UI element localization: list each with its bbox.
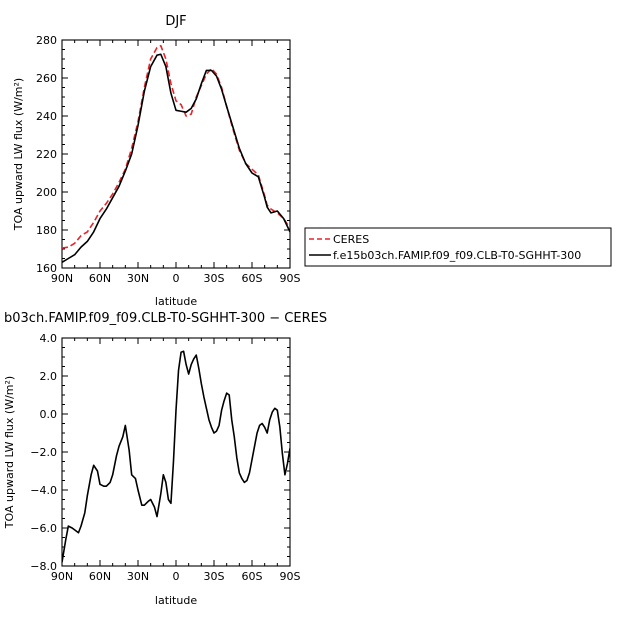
legend-frame — [304, 227, 612, 267]
top-xtick-label: 90N — [51, 272, 73, 285]
bottom-ytick-label: 0.0 — [40, 408, 58, 421]
top-xtick-label: 60N — [89, 272, 111, 285]
top-ytick-label: 220 — [36, 148, 57, 161]
top-xlabel: latitude — [155, 295, 197, 308]
top-ytick-label: 240 — [36, 110, 57, 123]
bottom-xtick-label: 90N — [51, 570, 73, 583]
top-xtick-label: 30N — [127, 272, 149, 285]
top-ytick-label: 260 — [36, 72, 57, 85]
bottom-ytick-label: −6.0 — [30, 522, 57, 535]
bottom-ytick-label: −8.0 — [30, 560, 57, 573]
bottom-xtick-label: 30N — [127, 570, 149, 583]
top-xtick-label: 90S — [280, 272, 301, 285]
top-plot-frame — [61, 39, 291, 269]
bottom-plot-frame — [61, 337, 291, 567]
bottom-xlabel: latitude — [155, 594, 197, 607]
legend-label-ceres: CERES — [333, 233, 369, 246]
bottom-ytick-label: −2.0 — [30, 446, 57, 459]
legend: CERES f.e15b03ch.FAMIP.f09_f09.CLB-T0-SG… — [304, 227, 612, 267]
top-title: DJF — [165, 14, 186, 29]
legend-label-model: f.e15b03ch.FAMIP.f09_f09.CLB-T0-SGHHT-30… — [333, 249, 581, 262]
top-ytick-label: 200 — [36, 186, 57, 199]
top-ytick-label: 180 — [36, 224, 57, 237]
top-ytick-label: 280 — [36, 34, 57, 47]
bottom-series-line-0 — [62, 350, 290, 563]
bottom-panel: b03ch.FAMIP.f09_f09.CLB-T0-SGHHT-300 − C… — [3, 311, 327, 607]
bottom-ytick-label: −4.0 — [30, 484, 57, 497]
top-xtick-label: 0 — [173, 272, 180, 285]
bottom-xtick-label: 0 — [173, 570, 180, 583]
bottom-xtick-label: 30S — [204, 570, 225, 583]
bottom-xtick-label: 60N — [89, 570, 111, 583]
top-panel: DJF TOA upward LW flux (W/m²) latitude 1… — [12, 14, 301, 308]
bottom-xtick-label: 60S — [242, 570, 263, 583]
bottom-ytick-label: 4.0 — [40, 332, 58, 345]
top-plot-area: 160 180 200 220 240 260 280 90N 60N 30N 0 30S 60S 90S — [36, 34, 301, 285]
top-ylabel: TOA upward LW flux (W/m²) — [12, 78, 25, 231]
bottom-ytick-label: 2.0 — [40, 370, 58, 383]
top-xtick-label: 60S — [242, 272, 263, 285]
top-ytick-label: 160 — [36, 262, 57, 275]
bottom-xtick-label: 90S — [280, 570, 301, 583]
top-series-line-1 — [62, 53, 290, 263]
bottom-ylabel: TOA upward LW flux (W/m²) — [3, 376, 16, 529]
bottom-title: b03ch.FAMIP.f09_f09.CLB-T0-SGHHT-300 − C… — [4, 311, 327, 326]
top-series-line-0 — [62, 44, 290, 249]
bottom-plot-area: −8.0 −6.0 −4.0 −2.0 0.0 2.0 4.0 90N 60N 30N 0 30S 60… — [30, 332, 300, 583]
top-xtick-label: 30S — [204, 272, 225, 285]
